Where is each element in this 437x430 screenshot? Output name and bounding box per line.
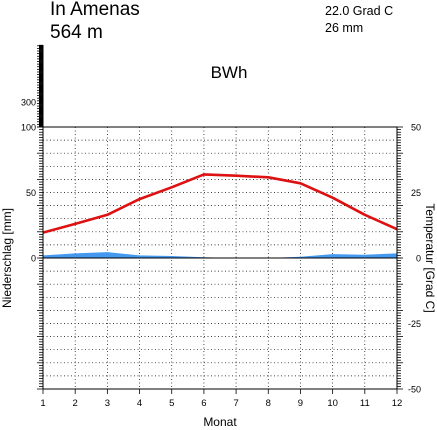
month-tick-label: 3 — [105, 398, 110, 409]
temp-tick-label: 50 — [411, 123, 421, 133]
precip-tick-label: 300 — [21, 98, 36, 108]
upper-precip-scale — [37, 44, 44, 128]
temp-tick-label: -50 — [408, 385, 421, 395]
left-axis-label: Niederschlag [mm] — [0, 208, 14, 308]
temperature-line — [42, 173, 398, 234]
month-tick-label: 8 — [266, 398, 271, 409]
station-elevation: 564 m — [50, 22, 103, 43]
month-tick-label: 12 — [392, 398, 403, 409]
month-tick-label: 11 — [360, 398, 370, 409]
precip-tick-label: 0 — [31, 254, 36, 264]
month-tick-label: 2 — [73, 398, 78, 409]
grid — [43, 127, 397, 389]
temp-tick-label: -25 — [408, 319, 421, 329]
x-axis-label: Monat — [203, 415, 237, 429]
axis-ticks — [37, 126, 403, 394]
climate-class: BWh — [211, 63, 248, 82]
temp-tick-label: 25 — [411, 188, 421, 198]
precipitation-area — [43, 252, 397, 258]
station-name: In Amenas — [50, 0, 140, 20]
month-tick-label: 1 — [40, 398, 45, 409]
precip-tick-label: 50 — [26, 188, 36, 198]
month-tick-label: 7 — [233, 398, 238, 409]
right-axis-label: Temperatur [Grad C] — [423, 203, 437, 312]
annual-precipitation: 26 mm — [325, 21, 363, 35]
month-tick-label: 4 — [137, 398, 142, 409]
temp-tick-label: 0 — [416, 254, 421, 264]
month-tick-label: 6 — [201, 398, 206, 409]
month-tick-label: 10 — [327, 398, 338, 409]
precip-tick-label: 100 — [21, 123, 36, 133]
month-tick-label: 5 — [169, 398, 174, 409]
mean-temperature: 22.0 Grad C — [325, 4, 393, 18]
month-tick-label: 9 — [298, 398, 303, 409]
